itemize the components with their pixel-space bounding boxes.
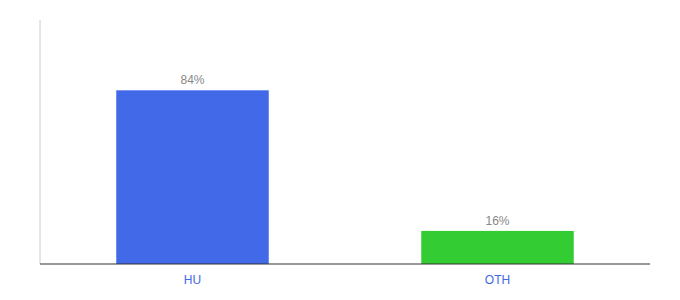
y-axis-line <box>40 20 41 264</box>
data-label: 84% <box>180 73 204 87</box>
bar <box>116 90 269 264</box>
bar <box>421 231 574 264</box>
x-tick-label: HU <box>184 273 201 287</box>
data-label: 16% <box>485 214 509 228</box>
chart: 84% 16% HU OTH <box>0 0 680 300</box>
bars <box>116 90 574 264</box>
chart-container: 84% 16% HU OTH <box>0 0 680 300</box>
x-tick-label: OTH <box>485 273 510 287</box>
x-axis-line <box>40 263 650 264</box>
